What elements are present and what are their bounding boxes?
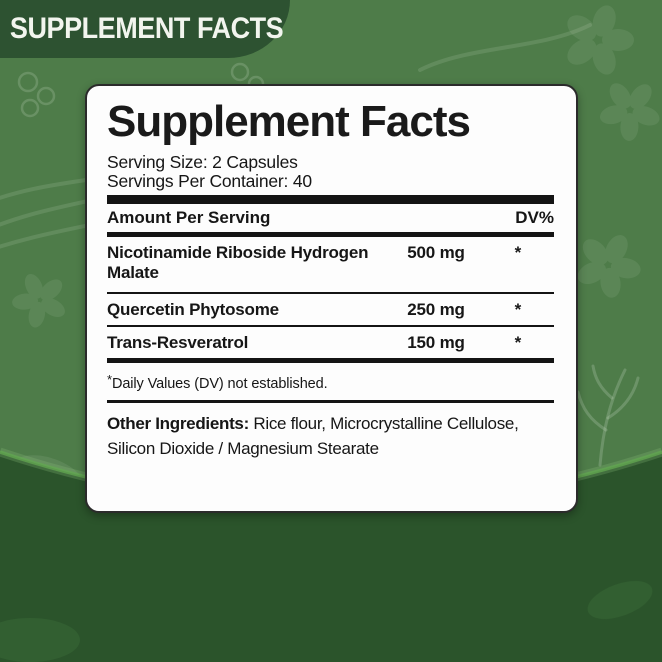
dv-footnote: *Daily Values (DV) not established. xyxy=(107,363,554,403)
dark-leaf-pattern-icon xyxy=(0,580,653,662)
table-row: Quercetin Phytosome 250 mg * xyxy=(107,294,554,327)
header-amount-per-serving: Amount Per Serving xyxy=(107,208,271,227)
ingredient-name: Nicotinamide Riboside Hydrogen Malate xyxy=(107,243,369,282)
divider-thick-bar xyxy=(107,195,554,204)
ingredient-name: Quercetin Phytosome xyxy=(107,300,279,319)
table-row: Nicotinamide Riboside Hydrogen Malate 50… xyxy=(107,237,554,294)
serving-size: Serving Size: 2 Capsules xyxy=(107,152,298,172)
ingredient-dv: * xyxy=(514,333,522,352)
header-dv-percent: DV% xyxy=(515,208,554,227)
other-ingredients: Other Ingredients: Rice flour, Microcrys… xyxy=(107,411,554,461)
footnote-asterisk: * xyxy=(107,372,112,387)
servings-per-container: Servings Per Container: 40 xyxy=(107,171,312,191)
footnote-text: Daily Values (DV) not established. xyxy=(111,376,328,392)
leaf-vein-pattern-icon xyxy=(576,364,640,467)
supplement-facts-panel: Supplement Facts Serving Size: 2 Capsule… xyxy=(85,84,578,513)
supplement-facts-ribbon: SUPPLEMENT FACTS xyxy=(0,0,290,58)
ingredient-amount: 500 mg xyxy=(407,243,465,262)
ingredient-dv: * xyxy=(514,243,522,262)
ingredient-amount: 150 mg xyxy=(407,333,465,352)
ingredient-name: Trans-Resveratrol xyxy=(107,333,249,352)
table-row: Trans-Resveratrol 150 mg * xyxy=(107,327,554,363)
ingredient-dv: * xyxy=(514,300,522,319)
other-ingredients-text: Rice flour, Microcrystalline Cellulose, … xyxy=(107,414,519,458)
serving-info: Serving Size: 2 Capsules Servings Per Co… xyxy=(107,153,554,191)
panel-title: Supplement Facts xyxy=(107,97,471,146)
other-ingredients-label: Other Ingredients: xyxy=(107,414,249,433)
ribbon-label: SUPPLEMENT FACTS xyxy=(9,12,284,45)
ingredient-amount: 250 mg xyxy=(407,300,465,319)
table-header-row: Amount Per Serving DV% xyxy=(107,204,554,237)
